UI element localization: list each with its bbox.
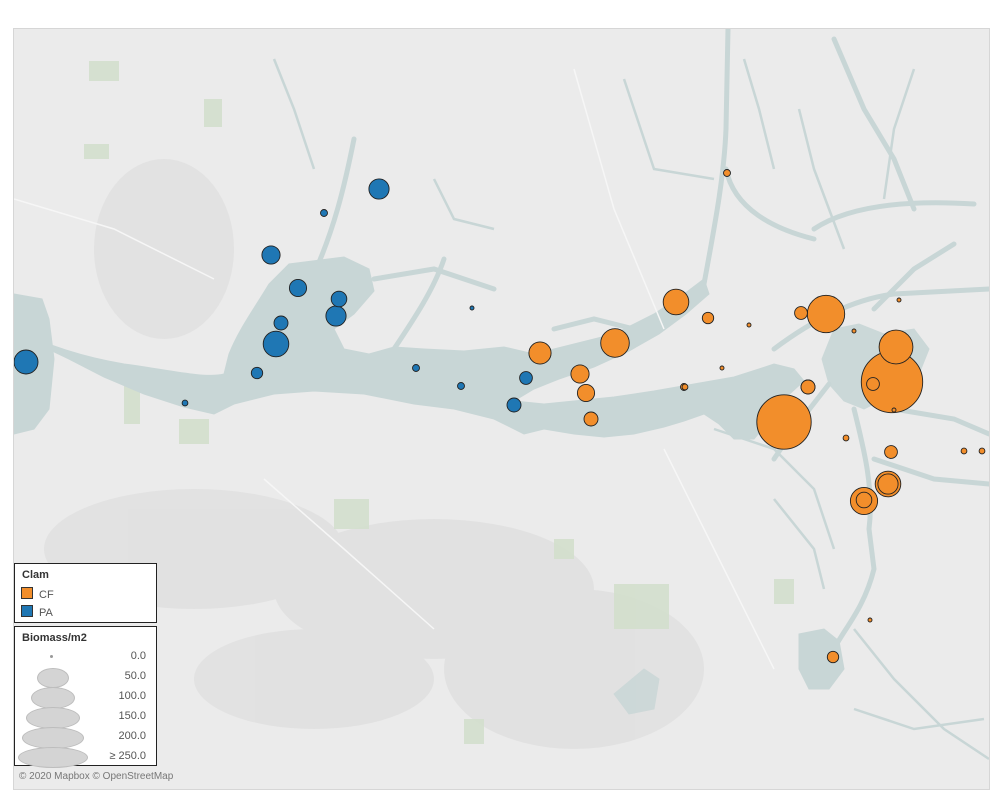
size-label: 100.0 bbox=[118, 690, 146, 702]
cf-site-marker[interactable] bbox=[896, 297, 902, 303]
cf-site-marker[interactable] bbox=[866, 377, 880, 391]
size-swatch bbox=[22, 727, 84, 749]
pa-site-marker[interactable] bbox=[273, 315, 289, 331]
cf-site-marker[interactable] bbox=[583, 411, 599, 427]
cf-site-marker[interactable] bbox=[978, 447, 986, 455]
cf-site-marker[interactable] bbox=[851, 328, 857, 334]
cf-site-marker[interactable] bbox=[723, 169, 731, 177]
legend-item-cf[interactable]: CF bbox=[21, 587, 54, 601]
cf-site-marker[interactable] bbox=[878, 329, 914, 365]
cf-swatch bbox=[21, 587, 33, 599]
pa-site-marker[interactable] bbox=[457, 382, 465, 390]
cf-site-marker[interactable] bbox=[867, 617, 873, 623]
pa-swatch bbox=[21, 605, 33, 617]
cf-site-marker[interactable] bbox=[794, 306, 808, 320]
pa-site-marker[interactable] bbox=[330, 290, 348, 308]
size-label: ≥ 250.0 bbox=[109, 750, 146, 762]
pa-site-marker[interactable] bbox=[262, 330, 290, 358]
biomass-legend-title: Biomass/m2 bbox=[22, 632, 87, 644]
cf-label: CF bbox=[39, 589, 54, 601]
road-layer bbox=[14, 68, 775, 670]
size-swatch bbox=[37, 668, 69, 688]
pa-site-marker[interactable] bbox=[368, 178, 390, 200]
cf-site-marker[interactable] bbox=[960, 447, 968, 455]
size-step-5: ≥ 250.0 bbox=[15, 747, 158, 768]
cf-site-marker[interactable] bbox=[746, 322, 752, 328]
size-swatch bbox=[18, 747, 88, 768]
pa-site-marker[interactable] bbox=[506, 397, 522, 413]
map-attribution[interactable]: © 2020 Mapbox © OpenStreetMap bbox=[19, 771, 174, 782]
pa-site-marker[interactable] bbox=[14, 349, 39, 375]
size-step-2: 100.0 bbox=[15, 687, 158, 709]
cf-site-marker[interactable] bbox=[891, 407, 897, 413]
pa-site-marker[interactable] bbox=[261, 245, 281, 265]
cf-site-marker[interactable] bbox=[719, 365, 725, 371]
cf-site-marker[interactable] bbox=[570, 364, 590, 384]
pa-site-marker[interactable] bbox=[320, 209, 328, 217]
size-step-0: 0.0 bbox=[15, 647, 158, 667]
biomass-bubbles bbox=[14, 169, 986, 664]
minor-channels bbox=[272, 58, 989, 761]
pa-site-marker[interactable] bbox=[412, 364, 420, 372]
biomass-legend: Biomass/m2 0.0 50.0 100.0 150.0 200.0 ≥ … bbox=[14, 626, 158, 768]
cf-site-marker[interactable] bbox=[701, 311, 715, 325]
size-label: 50.0 bbox=[124, 670, 146, 682]
pa-site-marker[interactable] bbox=[288, 278, 308, 298]
cf-site-marker[interactable] bbox=[681, 383, 689, 391]
size-label: 150.0 bbox=[118, 710, 146, 722]
cf-site-marker[interactable] bbox=[800, 379, 816, 395]
pa-site-marker[interactable] bbox=[469, 305, 475, 311]
pa-site-marker[interactable] bbox=[325, 305, 347, 327]
size-step-3: 150.0 bbox=[15, 707, 158, 729]
clam-legend: Clam CF PA bbox=[14, 563, 157, 623]
cf-site-marker[interactable] bbox=[528, 341, 552, 365]
pa-site-marker[interactable] bbox=[250, 366, 264, 380]
pa-site-marker[interactable] bbox=[519, 371, 533, 385]
cf-site-marker[interactable] bbox=[576, 383, 596, 403]
size-label: 200.0 bbox=[118, 730, 146, 742]
map-canvas[interactable] bbox=[13, 28, 990, 790]
cf-site-marker[interactable] bbox=[600, 328, 630, 358]
cf-site-marker[interactable] bbox=[662, 288, 690, 316]
legend-item-pa[interactable]: PA bbox=[21, 605, 53, 619]
cf-site-marker[interactable] bbox=[884, 445, 898, 459]
size-swatch bbox=[50, 655, 53, 658]
cf-site-marker[interactable] bbox=[842, 434, 850, 442]
size-swatch bbox=[31, 687, 75, 709]
pa-label: PA bbox=[39, 607, 53, 619]
cf-site-marker[interactable] bbox=[826, 650, 840, 664]
pa-site-marker[interactable] bbox=[181, 399, 189, 407]
size-label: 0.0 bbox=[130, 650, 146, 662]
size-step-1: 50.0 bbox=[15, 667, 158, 688]
cf-site-marker[interactable] bbox=[756, 394, 812, 450]
cf-site-marker[interactable] bbox=[877, 473, 899, 495]
cf-site-marker[interactable] bbox=[806, 294, 846, 334]
size-step-4: 200.0 bbox=[15, 727, 158, 749]
size-swatch bbox=[26, 707, 80, 729]
clam-legend-title: Clam bbox=[22, 569, 49, 581]
cf-site-marker[interactable] bbox=[855, 491, 873, 509]
